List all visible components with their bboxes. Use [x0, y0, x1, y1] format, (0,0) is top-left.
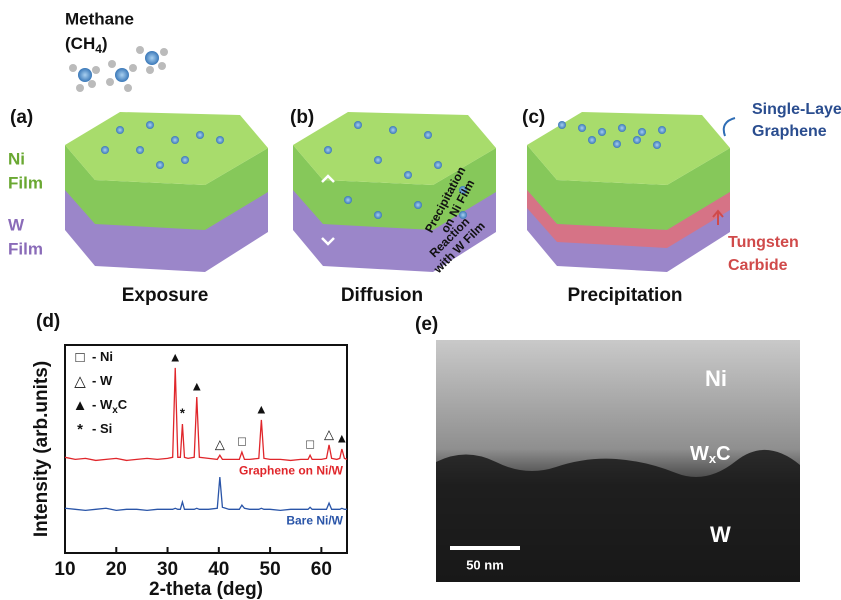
atom	[389, 126, 397, 134]
peak-marker: △	[215, 437, 225, 452]
legend-symbol: ▲	[73, 397, 88, 414]
legend-label: - Ni	[92, 349, 113, 364]
peak-marker: △	[324, 426, 334, 441]
atom	[344, 196, 352, 204]
atom	[578, 124, 586, 132]
peak-marker: ▲	[335, 430, 348, 445]
atom	[156, 161, 164, 169]
peak-marker: ▲	[169, 349, 182, 364]
atom	[424, 131, 432, 139]
atom	[181, 156, 189, 164]
panel-label: (c)	[522, 107, 545, 128]
atom	[374, 211, 382, 219]
atom	[116, 126, 124, 134]
scale-bar	[450, 546, 520, 550]
peak-marker: ▲	[190, 378, 203, 393]
panel-label: (b)	[290, 107, 314, 128]
legend-symbol: *	[77, 421, 83, 438]
annotation: Single-Layer	[752, 101, 841, 118]
x-tick-label: 40	[208, 559, 229, 580]
formula: (CH	[65, 34, 95, 53]
tem-label: Ni	[705, 366, 727, 391]
legend-symbol: △	[74, 373, 86, 390]
methane-formula: (CH4)	[65, 34, 108, 56]
x-tick-label: 10	[54, 559, 75, 580]
atom	[598, 128, 606, 136]
methane-label: Methane	[65, 9, 134, 28]
x-axis-label: 2-theta (deg)	[149, 579, 263, 600]
peak-marker: ▲	[255, 401, 268, 416]
atom	[414, 201, 422, 209]
atom	[434, 161, 442, 169]
layer-label: W	[8, 215, 25, 234]
atom	[136, 146, 144, 154]
peak-marker: □	[306, 437, 314, 452]
atom	[658, 126, 666, 134]
figure: Methane (CH4) (a) (b) (c) Ni Film W Film…	[0, 0, 841, 600]
annotation: Carbide	[728, 257, 788, 274]
pointer	[724, 118, 735, 136]
x-tick-label: 50	[260, 559, 281, 580]
legend-label: - Si	[92, 421, 112, 436]
layer-label: Film	[8, 239, 43, 258]
peak-marker: *	[180, 405, 186, 420]
legend-symbol: □	[75, 349, 84, 366]
atom	[588, 136, 596, 144]
formula: )	[102, 34, 108, 53]
legend-text: - W	[92, 373, 113, 388]
annotation: Graphene	[752, 123, 827, 140]
atom	[558, 121, 566, 129]
series-label: Graphene on Ni/W	[239, 464, 344, 478]
diagram-blocks	[65, 112, 730, 272]
layer-label: Film	[8, 173, 43, 192]
xrd-chart: 10 20 30 40 50 60 2-theta (deg) Intensity (arb.…	[31, 345, 348, 600]
series-label: Bare Ni/W	[286, 513, 343, 527]
layer-label: Ni	[8, 149, 25, 168]
atom	[324, 146, 332, 154]
atom	[613, 140, 621, 148]
atom	[196, 131, 204, 139]
atom	[101, 146, 109, 154]
peak-marker: □	[238, 434, 246, 449]
x-tick-label: 30	[157, 559, 178, 580]
atom	[404, 171, 412, 179]
series-line	[65, 477, 347, 510]
x-tick-label: 20	[106, 559, 127, 580]
panel-label: (a)	[10, 107, 33, 128]
atom	[354, 121, 362, 129]
legend-text: - Si	[92, 421, 112, 436]
legend-text: C	[118, 397, 128, 412]
atom	[638, 128, 646, 136]
caption: Diffusion	[341, 285, 423, 306]
x-tick-label: 60	[311, 559, 332, 580]
panel-label: (d)	[36, 311, 60, 332]
legend-text: - W	[92, 397, 113, 412]
text: W	[690, 443, 709, 465]
atom	[171, 136, 179, 144]
atom	[618, 124, 626, 132]
scale-label: 50 nm	[466, 557, 504, 572]
atom	[653, 141, 661, 149]
legend-text: - Ni	[92, 349, 113, 364]
legend-label: - WxC	[92, 397, 128, 415]
tem-label: W	[710, 522, 731, 547]
panel-label: (e)	[415, 314, 438, 335]
caption: Precipitation	[567, 285, 682, 306]
atom	[374, 156, 382, 164]
caption: Exposure	[122, 285, 209, 306]
annotation: Tungsten	[728, 234, 799, 251]
atom	[146, 121, 154, 129]
atom	[216, 136, 224, 144]
text: C	[716, 443, 730, 465]
atom	[633, 136, 641, 144]
y-axis-label: Intensity (arb.units)	[31, 361, 52, 537]
legend-label: - W	[92, 373, 113, 388]
